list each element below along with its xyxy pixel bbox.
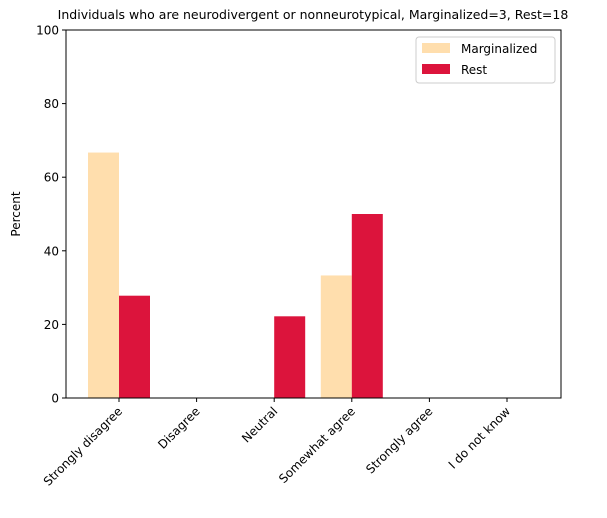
y-tick-label: 100 — [36, 24, 59, 38]
y-axis-ticks: 0 20 40 60 80 100 — [36, 24, 66, 406]
chart-title: Individuals who are neurodivergent or no… — [58, 7, 569, 22]
y-tick-label: 0 — [51, 392, 59, 406]
bar-rest-2 — [274, 316, 306, 398]
legend-label-marginalized: Marginalized — [461, 42, 537, 56]
x-tick-label: Strongly disagree — [41, 404, 125, 488]
x-tick-label: Strongly agree — [363, 404, 435, 476]
bars — [88, 152, 383, 398]
bar-rest-0 — [119, 295, 150, 398]
x-tick-label: Somewhat agree — [276, 404, 358, 486]
y-tick-label: 20 — [44, 318, 59, 332]
y-tick-label: 40 — [44, 244, 59, 258]
legend: Marginalized Rest — [415, 36, 556, 84]
x-tick-label: I do not know — [446, 404, 514, 472]
x-tick-label: Neutral — [239, 404, 280, 445]
legend-swatch-marginalized — [422, 43, 450, 53]
bar-marginalized-3 — [320, 275, 352, 398]
x-tick-label: Disagree — [155, 404, 203, 452]
legend-swatch-rest — [422, 64, 450, 74]
bar-rest-3 — [351, 214, 383, 398]
legend-box — [415, 36, 556, 84]
bar-marginalized-0 — [88, 152, 119, 398]
y-tick-label: 80 — [44, 97, 59, 111]
y-tick-label: 60 — [44, 171, 59, 185]
plot-frame — [65, 29, 562, 399]
x-axis-ticks: Strongly disagree Disagree NeutralSomewhat… — [41, 398, 514, 489]
y-axis-label: Percent — [9, 191, 23, 236]
legend-label-rest: Rest — [461, 63, 487, 77]
